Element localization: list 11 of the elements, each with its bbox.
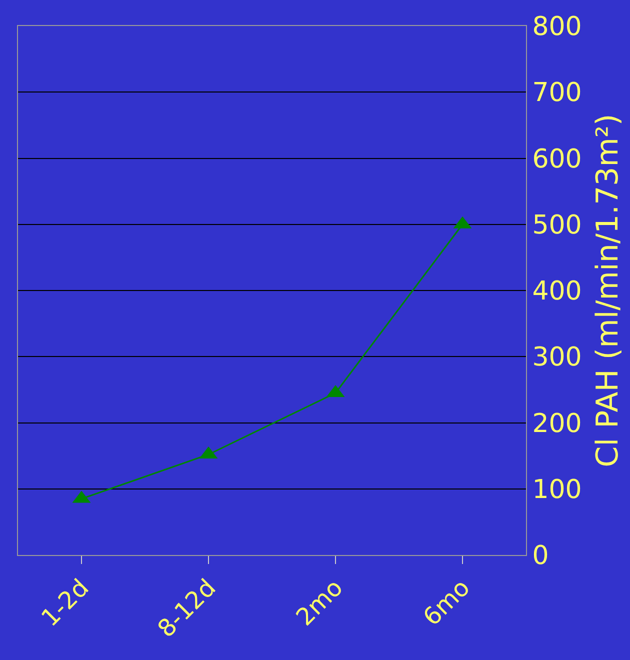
y-tick-label: 300 xyxy=(532,342,582,373)
y-tick-label: 600 xyxy=(532,144,582,174)
y-tick-label: 400 xyxy=(532,276,582,307)
y-tick-label: 0 xyxy=(532,541,549,572)
y-tick-label: 700 xyxy=(532,78,582,108)
y-tick-label: 200 xyxy=(532,408,582,439)
y-tick-label: 100 xyxy=(532,474,582,505)
y-axis-title: Cl PAH (ml/min/1.73m²) xyxy=(590,114,626,468)
x-tick-label: 6mo xyxy=(418,574,476,632)
y-tick-label: 800 xyxy=(532,12,582,42)
y-tick-label: 500 xyxy=(532,210,582,240)
